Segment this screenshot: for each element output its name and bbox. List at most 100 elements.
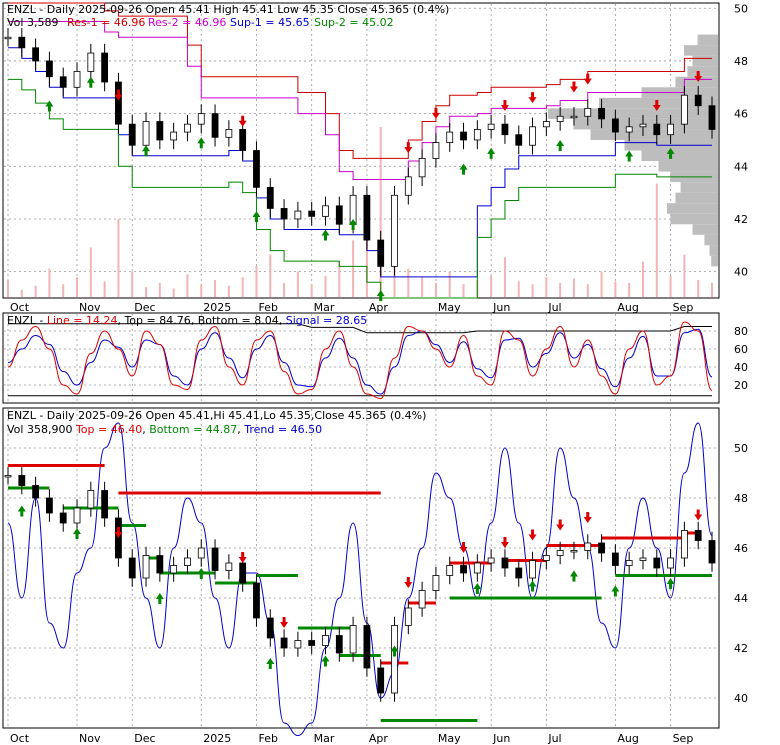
trend-x-tick: Nov xyxy=(79,732,101,745)
price-x-tick: Apr xyxy=(369,301,389,314)
trend-candle-body xyxy=(170,565,178,574)
price-y-tick: 50 xyxy=(734,2,748,15)
sup1-label: Sup-1 = 45.65 xyxy=(230,16,310,29)
volume-bar xyxy=(227,285,230,297)
trend-y-tick: 44 xyxy=(734,592,748,605)
price-x-tick: Oct xyxy=(10,301,30,314)
trend-buy-arrow xyxy=(569,570,578,582)
trend-candle-body xyxy=(32,485,40,499)
trend-vol-label: Vol 358,900 xyxy=(7,423,72,436)
stoch-dash: - xyxy=(36,314,47,327)
candle-body xyxy=(322,205,329,217)
volume-bar xyxy=(379,127,382,297)
candle-body xyxy=(211,113,219,138)
volume-bar xyxy=(641,261,644,297)
candle-body xyxy=(4,36,12,40)
trend-y-axis: 50 48 46 44 42 40 xyxy=(734,442,748,705)
trend-candle-body xyxy=(611,552,619,566)
price-x-tick: 2025 xyxy=(203,301,231,314)
volume-bar xyxy=(48,268,51,297)
buy-arrow xyxy=(142,145,151,157)
volume-bar xyxy=(365,212,368,297)
volume-profile-bar xyxy=(704,234,718,246)
signal-arrows xyxy=(45,71,703,302)
trend-x-axis: Oct Nov Dec 2025 Feb Mar Apr May Jun Jul Aug Sep xyxy=(10,732,693,745)
trend-candle-body xyxy=(128,557,136,579)
trend-candle-body xyxy=(625,560,633,566)
trend-x-tick: May xyxy=(438,732,461,745)
buy-arrow xyxy=(376,290,385,302)
volume-bar xyxy=(490,275,493,297)
trend-candle-body xyxy=(294,640,302,649)
candle-body xyxy=(529,126,536,146)
volume-profile-bar xyxy=(667,203,718,214)
trend-x-tick: Aug xyxy=(617,732,638,745)
trend-buy-arrow xyxy=(666,578,675,589)
sell-arrow xyxy=(694,71,703,83)
candle-body xyxy=(708,105,716,130)
volume-bar xyxy=(628,282,631,297)
buy-arrow xyxy=(625,150,634,162)
stoch-y-tick: 20 xyxy=(734,379,748,392)
volume-bar xyxy=(310,284,313,297)
trend-candle-body xyxy=(542,555,550,561)
volume-profile-bar xyxy=(599,97,718,109)
trend-candle-body xyxy=(239,562,247,584)
candle-body xyxy=(473,129,481,141)
candle-body xyxy=(128,123,136,146)
candle-body xyxy=(115,81,122,125)
trend-candle-body xyxy=(404,607,412,626)
volume-bar xyxy=(545,277,548,297)
volume-profile-bar xyxy=(697,34,718,46)
candle-body xyxy=(101,52,109,83)
price-x-tick: May xyxy=(438,301,461,314)
candle-body xyxy=(59,76,67,88)
trend-candle-body xyxy=(446,565,454,576)
trend-candle-body xyxy=(473,562,481,574)
trend-x-tick: 2025 xyxy=(203,732,231,745)
trend-sep-2: , xyxy=(142,423,149,436)
price-candles xyxy=(4,28,716,276)
price-y-tick: 48 xyxy=(734,55,748,68)
stoch-sep-1: , xyxy=(117,314,124,327)
volume-bar xyxy=(448,271,451,297)
volume-bar xyxy=(393,254,396,297)
trend-panel: 50 48 46 44 42 40 Oct Nov Dec 2025 Feb Mar Apr May Ju… xyxy=(2,407,748,745)
volume-profile-bar xyxy=(687,66,718,77)
trend-candle-body xyxy=(584,542,592,551)
stoch-y-tick: 40 xyxy=(734,361,748,374)
trend-candle-body xyxy=(460,565,467,574)
buy-arrow xyxy=(45,100,54,112)
trend-candle-body xyxy=(280,637,288,649)
trend-candle-body xyxy=(253,582,260,619)
trend-x-tick: Jul xyxy=(547,732,561,745)
trend-candle-body xyxy=(101,490,109,519)
trend-candle-body xyxy=(680,530,688,559)
trend-candle-body xyxy=(363,625,371,669)
vol-label: Vol 3,589 xyxy=(7,16,58,29)
volume-bar xyxy=(186,274,189,297)
volume-bar xyxy=(352,240,355,297)
buy-arrow xyxy=(487,147,496,159)
volume-bar xyxy=(34,285,37,297)
volume-bar xyxy=(655,183,658,297)
volume-bar xyxy=(269,254,272,297)
volume-bar xyxy=(20,289,23,297)
trend-candle-body xyxy=(515,567,523,579)
candle-body xyxy=(625,126,633,133)
candle-body xyxy=(253,150,260,188)
trend-bottom-label: Bottom = 44.87 xyxy=(149,423,237,436)
trend-candle-body xyxy=(418,590,426,609)
volume-bar xyxy=(241,277,244,297)
volume-bar xyxy=(614,281,617,297)
candle-body xyxy=(308,210,316,217)
sell-arrow xyxy=(431,107,440,119)
sell-arrow xyxy=(404,142,413,154)
trend-candle-body xyxy=(225,562,233,571)
trend-candle-body xyxy=(266,617,274,639)
stochastic-panel: 80 60 40 20 ENZL - Line = 14.24, Top = 84.7… xyxy=(2,312,748,404)
sell-arrow xyxy=(500,99,509,111)
volume-bar xyxy=(421,277,424,297)
candle-body xyxy=(170,131,178,141)
